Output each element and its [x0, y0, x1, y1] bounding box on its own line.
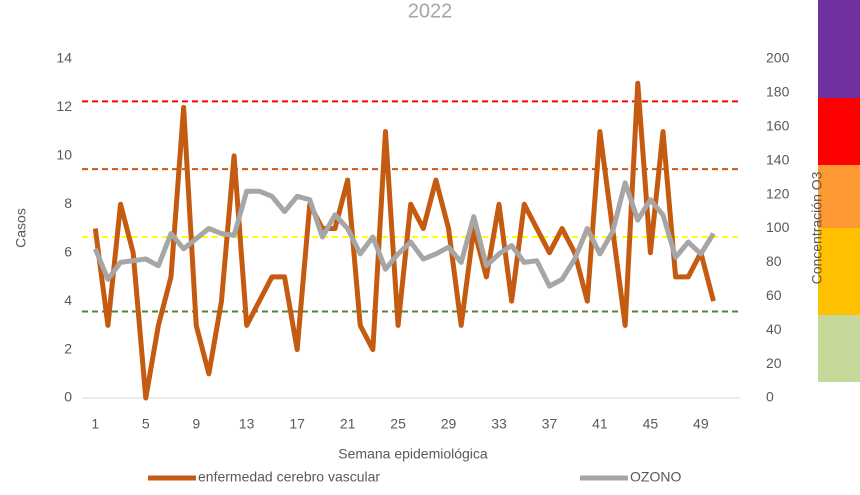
y-tick-label: 6: [64, 243, 72, 259]
y-tick-label: 12: [56, 98, 72, 114]
y-tick-label: 14: [56, 50, 72, 66]
x-tick-label: 29: [441, 416, 457, 432]
y2-tick-label: 200: [766, 50, 790, 66]
x-tick-label: 21: [340, 416, 356, 432]
x-tick-label: 41: [592, 416, 608, 432]
y-tick-label: 8: [64, 195, 72, 211]
scale-band: [818, 0, 860, 98]
y2-tick-label: 180: [766, 84, 790, 100]
y-axis-title: Casos: [13, 208, 29, 248]
scale-band: [818, 98, 860, 165]
series-line: [92, 180, 716, 289]
chart-title: 2022: [408, 0, 453, 22]
x-tick-label: 49: [693, 416, 709, 432]
y-tick-label: 2: [64, 340, 72, 356]
x-tick-label: 9: [192, 416, 200, 432]
legend-label: OZONO: [630, 469, 681, 485]
y2-tick-label: 60: [766, 287, 782, 303]
series-line: [92, 80, 716, 401]
y-tick-label: 4: [64, 292, 72, 308]
x-axis-title: Semana epidemiológica: [338, 446, 488, 462]
y-tick-label: 0: [64, 389, 72, 405]
y2-tick-label: 140: [766, 151, 790, 167]
y2-axis-title: Concentración O3: [809, 171, 825, 284]
y2-tick-label: 120: [766, 185, 790, 201]
scale-band: [818, 315, 860, 382]
y2-tick-label: 160: [766, 118, 790, 134]
y2-tick-label: 80: [766, 253, 782, 269]
x-tick-label: 25: [390, 416, 406, 432]
x-tick-label: 1: [91, 416, 99, 432]
x-tick-label: 5: [142, 416, 150, 432]
x-tick-label: 45: [643, 416, 659, 432]
x-tick-label: 13: [239, 416, 255, 432]
y2-tick-label: 20: [766, 355, 782, 371]
y2-tick-label: 0: [766, 389, 774, 405]
y2-tick-label: 40: [766, 321, 782, 337]
x-tick-label: 37: [542, 416, 558, 432]
x-tick-label: 17: [289, 416, 305, 432]
scale-band: [818, 228, 860, 315]
y-tick-label: 10: [56, 147, 72, 163]
legend-label: enfermedad cerebro vascular: [198, 469, 380, 485]
y2-tick-label: 100: [766, 219, 790, 235]
scale-band: [818, 165, 860, 228]
x-tick-label: 33: [491, 416, 507, 432]
